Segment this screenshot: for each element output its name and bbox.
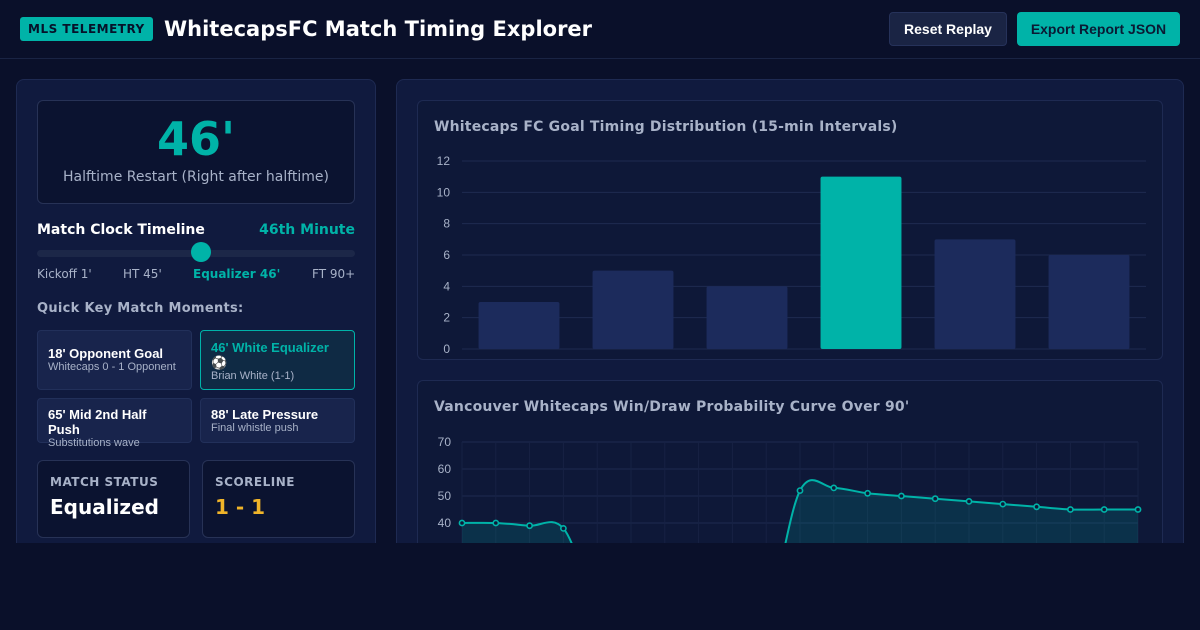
- moment-title: 65' Mid 2nd Half Push: [48, 407, 147, 437]
- probability-point: [1134, 506, 1142, 513]
- probability-point: [492, 519, 500, 527]
- timeline-title: Match Clock Timeline: [37, 222, 205, 238]
- scoreline-label: SCORELINE: [215, 475, 295, 489]
- probability-chart-title: Vancouver Whitecaps Win/Draw Probability…: [434, 399, 910, 415]
- bar-y-tick-label: 2: [443, 311, 450, 325]
- moment-title: 88' Late Pressure: [211, 407, 319, 422]
- timeline-tick-fulltime[interactable]: FT 90+: [312, 267, 356, 281]
- reset-replay-button[interactable]: Reset Replay: [889, 12, 1007, 46]
- probability-point: [897, 492, 905, 500]
- moment-subtitle: Final whistle push: [211, 422, 299, 434]
- probability-point: [796, 487, 804, 494]
- match-control-panel: 46' Halftime Restart (Right after halfti…: [16, 79, 376, 579]
- timeline-tick-kickoff[interactable]: Kickoff 1': [37, 267, 92, 281]
- goal-timing-bar: [706, 286, 788, 349]
- probability-point: [458, 519, 466, 527]
- app-header: MLS TELEMETRY WhitecapsFC Match Timing E…: [0, 0, 1200, 59]
- bar-y-tick-label: 10: [437, 185, 451, 199]
- charts-panel: Whitecaps FC Goal Timing Distribution (1…: [396, 79, 1184, 580]
- timeline-tick-equalizer[interactable]: Equalizer 46': [193, 267, 281, 281]
- moment-title: 18' Opponent Goal: [48, 346, 164, 361]
- area-y-tick-label: 50: [438, 489, 452, 503]
- match-clock-slider-thumb[interactable]: [190, 242, 211, 262]
- goal-timing-bar: [1048, 255, 1130, 349]
- moment-card-second-half-push[interactable]: 65' Mid 2nd Half Push Substitutions wave: [37, 398, 192, 449]
- moment-card-opponent-goal[interactable]: 18' Opponent Goal Whitecaps 0 - 1 Oppone…: [37, 330, 192, 390]
- export-report-button[interactable]: Export Report JSON: [1017, 12, 1180, 46]
- area-y-tick-label: 40: [438, 516, 452, 530]
- probability-point: [965, 498, 973, 505]
- goal-timing-bar-chart: 0246810121-15'16-30'31-45'46-60' (White …: [437, 154, 1146, 356]
- timeline-tick-halftime[interactable]: HT 45': [123, 267, 162, 281]
- viewport-bottom-area: [0, 543, 1200, 630]
- probability-point: [999, 500, 1007, 508]
- telemetry-badge: MLS TELEMETRY: [20, 17, 153, 41]
- match-status-label: MATCH STATUS: [50, 475, 159, 489]
- clock-minute: 46': [156, 112, 236, 166]
- moments-title: Quick Key Match Moments:: [37, 301, 244, 316]
- probability-point: [830, 484, 838, 492]
- moment-card-white-equalizer[interactable]: 46' White Equalizer ⚽ Brian White (1-1): [200, 330, 355, 390]
- moment-subtitle: Whitecaps 0 - 1 Opponent: [48, 361, 176, 373]
- goal-timing-chart-title: Whitecaps FC Goal Timing Distribution (1…: [434, 119, 898, 135]
- bar-y-tick-label: 6: [443, 248, 450, 262]
- clock-caption: Halftime Restart (Right after halftime): [63, 169, 329, 185]
- goal-timing-bar: [820, 176, 902, 349]
- probability-point: [1067, 506, 1074, 513]
- goal-timing-bar: [592, 270, 674, 349]
- probability-point: [559, 524, 567, 532]
- probability-point: [864, 489, 871, 497]
- timeline-current-minute: 46th Minute: [259, 222, 355, 238]
- moment-subtitle: Brian White (1-1): [211, 370, 295, 382]
- bar-y-tick-label: 0: [443, 342, 450, 356]
- goal-timing-bar: [478, 302, 560, 349]
- app-title: WhitecapsFC Match Timing Explorer: [164, 17, 593, 41]
- scoreline-value: 1 - 1: [215, 495, 266, 519]
- probability-point: [1033, 503, 1040, 511]
- moment-subtitle: Substitutions wave: [48, 437, 140, 449]
- goal-timing-bar: [934, 239, 1016, 349]
- probability-point: [931, 495, 939, 503]
- bar-y-tick-label: 12: [437, 154, 451, 168]
- area-y-tick-label: 70: [438, 435, 452, 449]
- goal-timing-chart-card: Whitecaps FC Goal Timing Distribution (1…: [417, 100, 1163, 360]
- area-y-tick-label: 60: [438, 462, 452, 476]
- probability-point: [526, 522, 533, 530]
- match-status-value: Equalized: [50, 495, 159, 519]
- probability-point: [1100, 506, 1108, 513]
- moment-title: 46' White Equalizer ⚽: [211, 340, 329, 370]
- moment-card-late-pressure[interactable]: 88' Late Pressure Final whistle push: [200, 398, 355, 443]
- match-status-card: MATCH STATUS Equalized: [37, 460, 190, 538]
- match-clock-card: 46' Halftime Restart (Right after halfti…: [37, 100, 355, 204]
- scoreline-card: SCORELINE 1 - 1: [202, 460, 355, 538]
- bar-y-tick-label: 8: [443, 217, 450, 231]
- bar-y-tick-label: 4: [443, 279, 450, 293]
